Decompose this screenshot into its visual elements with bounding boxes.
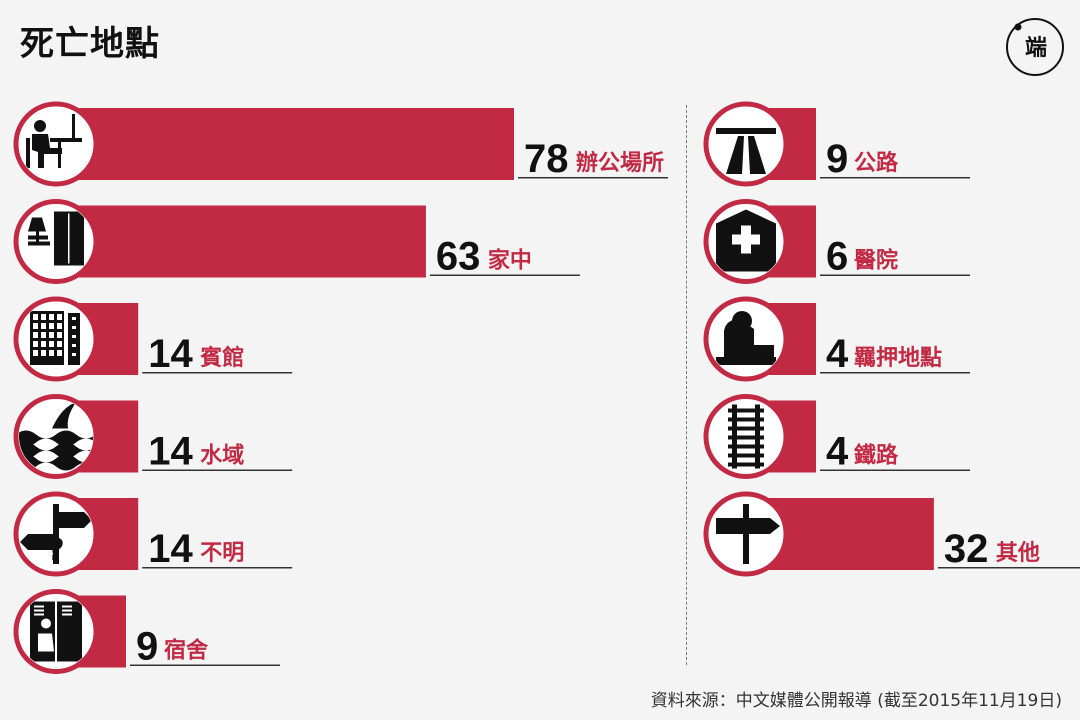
category-label: 宿舍: [164, 638, 209, 664]
hospital-icon: [703, 199, 789, 284]
hotel-icon: [13, 296, 99, 382]
value-label: 14: [148, 332, 193, 376]
value-label: 32: [944, 527, 989, 571]
bar-underline: [820, 372, 970, 374]
value-label: 9: [826, 137, 848, 181]
category-label: 不明: [200, 541, 244, 566]
category-label: 賓館: [199, 345, 244, 371]
category-label: 醫院: [854, 248, 898, 274]
bar-辦公場所: [56, 108, 514, 180]
source-note: 資料來源：中文媒體公開報導 (截至2015年11月19日): [650, 691, 1062, 711]
column-divider: [686, 105, 687, 665]
railway-icon: [703, 394, 789, 479]
bar-underline: [142, 372, 293, 374]
bar-underline: [820, 274, 970, 276]
category-label: 家中: [488, 248, 532, 274]
category-label: 鐵路: [854, 443, 899, 469]
detention-icon: [703, 296, 789, 382]
svg-text:?: ?: [47, 533, 64, 568]
bar-家中: [56, 205, 426, 278]
value-label: 14: [148, 527, 193, 571]
value-label: 9: [136, 625, 158, 669]
highway-icon: [703, 101, 789, 187]
value-label: 78: [524, 137, 569, 181]
office-worker-icon: [13, 101, 99, 187]
value-label: 63: [436, 235, 481, 279]
bar-underline: [142, 469, 293, 471]
page-title: 死亡地點: [20, 24, 160, 64]
bar-underline: [130, 664, 280, 666]
category-label: 羈押地點: [854, 345, 942, 371]
category-label: 公路: [854, 150, 899, 176]
logo-text: 端: [1025, 36, 1047, 61]
bar-underline: [820, 469, 970, 471]
logo-icon: 端: [1006, 18, 1064, 76]
bar-underline: [937, 567, 1080, 569]
value-label: 6: [826, 235, 848, 279]
dorm-icon: [13, 589, 99, 674]
value-label: 4: [826, 332, 849, 376]
bar-underline: [429, 274, 580, 276]
category-label: 辦公場所: [576, 151, 664, 176]
value-label: 4: [826, 430, 849, 474]
bar-underline: [142, 567, 293, 569]
bar-underline: [518, 177, 668, 179]
value-label: 14: [148, 430, 193, 474]
signpost-icon: [703, 491, 789, 577]
bar-underline: [820, 177, 970, 179]
category-label: 其他: [996, 541, 1040, 566]
water-icon: [13, 394, 99, 479]
category-label: 水域: [200, 443, 244, 469]
unknown-signpost-icon: ?: [13, 491, 99, 577]
home-icon: [13, 199, 99, 284]
